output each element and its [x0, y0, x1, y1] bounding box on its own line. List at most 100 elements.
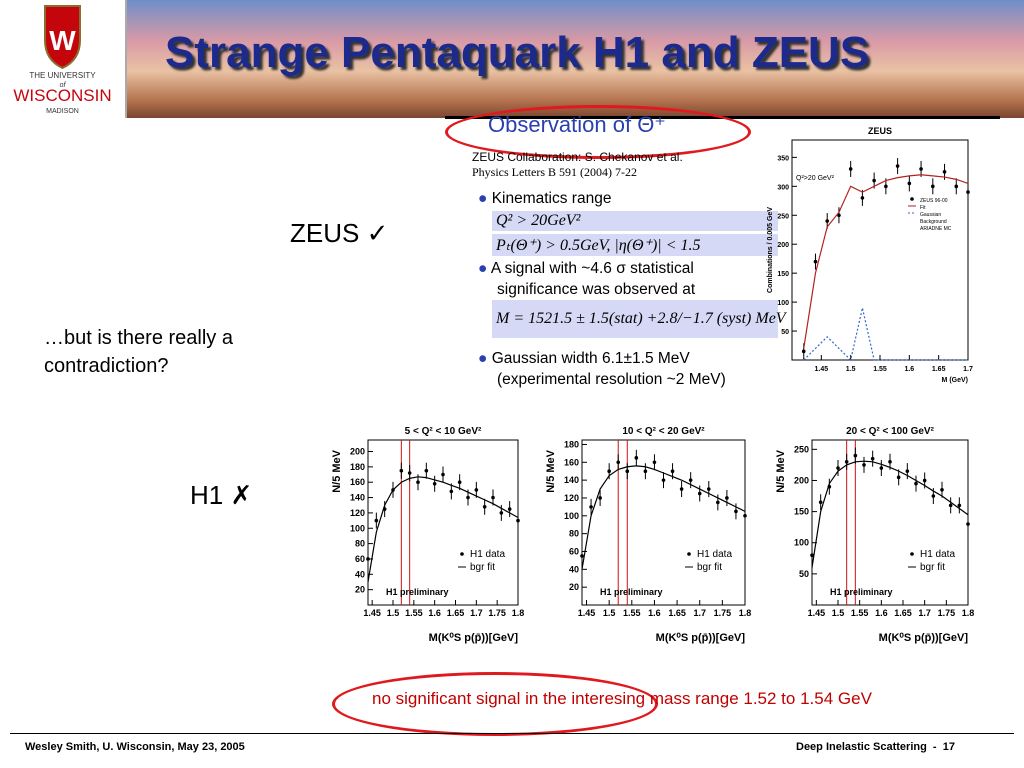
highlight-ellipse	[445, 105, 751, 159]
data-point	[679, 487, 684, 491]
x-tick-label: 1.7	[963, 366, 973, 373]
data-point	[931, 494, 936, 498]
x-tick-label: 1.65	[894, 608, 912, 618]
x-tick-label: 1.5	[832, 608, 845, 618]
x-tick-label: 1.8	[512, 608, 525, 618]
citation: Physics Letters B 591 (2004) 7-22	[472, 165, 637, 179]
data-point	[914, 481, 918, 486]
highlight-ellipse	[332, 672, 658, 736]
y-tick-label: 300	[777, 184, 789, 191]
bullet: ● A signal with ~4.6 σ statistical	[478, 260, 694, 277]
legend-marker	[910, 197, 914, 201]
y-tick-label: 80	[355, 539, 365, 549]
data-point	[810, 553, 814, 557]
y-tick-label: 250	[777, 213, 789, 220]
footer-right: Deep Inelastic Scattering - 17	[796, 741, 955, 753]
shield-letter: W	[49, 25, 76, 56]
shield	[44, 5, 81, 70]
plot-title: 20 < Q² < 100 GeV²	[846, 426, 934, 437]
data-point	[607, 469, 611, 474]
x-tick-label: 1.7	[470, 608, 483, 618]
legend-label: bgr fit	[470, 562, 495, 573]
logo-text: of	[60, 82, 67, 89]
data-point	[449, 489, 454, 494]
legend-marker	[460, 552, 464, 556]
fit-line	[803, 174, 969, 349]
x-tick-label: 1.65	[668, 608, 686, 618]
slide-title: Strange Pentaquark H1 and ZEUS	[165, 28, 870, 77]
legend-marker	[910, 552, 914, 556]
y-tick-label: 120	[350, 508, 365, 518]
question: contradiction?	[44, 355, 169, 377]
data-point	[507, 507, 512, 511]
data-point	[457, 480, 462, 485]
data-point	[853, 453, 858, 458]
x-tick-label: 1.5	[387, 608, 400, 618]
data-point	[616, 460, 621, 465]
x-axis-label: M(K⁰S p(p̄))[GeV]	[429, 632, 519, 644]
x-tick-label: 1.75	[488, 608, 506, 618]
legend-label: H1 data	[697, 549, 732, 560]
data-point	[589, 505, 593, 509]
data-point	[836, 466, 840, 470]
data-point	[743, 514, 747, 518]
y-tick-label: 250	[794, 444, 809, 454]
data-point	[825, 219, 829, 223]
data-point	[580, 554, 584, 558]
data-point	[407, 471, 412, 475]
legend-label: H1 data	[470, 549, 505, 560]
data-point	[499, 511, 504, 515]
y-axis-label: N/5 MeV	[775, 449, 787, 492]
data-point	[491, 495, 495, 500]
plot-title: 5 < Q² < 10 GeV²	[405, 426, 482, 437]
x-tick-label: 1.45	[815, 366, 829, 373]
data-point	[870, 456, 875, 461]
x-tick-label: 1.55	[873, 366, 887, 373]
x-tick-label: 1.7	[693, 608, 706, 618]
data-point	[516, 518, 520, 523]
plot-annotation: H1 preliminary	[386, 587, 449, 597]
data-point	[922, 478, 927, 483]
y-tick-label: 100	[794, 538, 809, 548]
plot-frame	[581, 439, 746, 606]
data-point	[957, 503, 962, 508]
x-tick-label: 1.55	[623, 608, 641, 618]
fit-line	[803, 307, 968, 362]
x-tick-label: 1.8	[962, 608, 975, 618]
data-point	[466, 495, 470, 500]
bullet-text: Kinematics range	[491, 190, 612, 207]
y-tick-label: 100	[564, 511, 579, 521]
y-tick-label: 200	[794, 475, 809, 485]
y-tick-label: 80	[569, 529, 579, 539]
y-tick-label: 180	[350, 462, 365, 472]
bullet-text: significance was observed at	[497, 281, 696, 298]
data-point	[879, 466, 884, 470]
x-axis-label: M (GeV)	[942, 377, 968, 384]
x-tick-label: 1.5	[603, 608, 616, 618]
fit-line	[367, 476, 519, 583]
legend-label: H1 data	[920, 549, 955, 560]
x-tick-label: 1.6	[428, 608, 441, 618]
data-point	[896, 475, 901, 480]
h1-label: H1 ✗	[190, 480, 253, 510]
y-tick-label: 140	[350, 493, 365, 503]
data-point	[661, 478, 666, 482]
data-point	[954, 184, 959, 189]
data-point	[895, 164, 900, 168]
legend-marker	[687, 552, 691, 556]
legend-label: ARIADNE MC	[920, 226, 952, 232]
x-tick-label: 1.55	[405, 608, 423, 618]
data-point	[813, 259, 818, 264]
y-axis-label: Combinations / 0.005 GeV	[767, 207, 774, 293]
bullet: ● Gaussian width 6.1±1.5 MeV	[478, 350, 690, 367]
data-point	[482, 504, 487, 509]
question: …but is there really a	[44, 327, 233, 349]
x-tick-label: 1.55	[851, 608, 869, 618]
x-axis-label: M(K⁰S p(p̄))[GeV]	[879, 632, 969, 644]
logo: W THE UNIVERSITY of WISCONSIN MADISON	[0, 0, 127, 118]
data-point	[907, 181, 912, 186]
conclusion: no significant signal in the interesing …	[372, 689, 872, 708]
y-tick-label: 200	[350, 447, 365, 457]
